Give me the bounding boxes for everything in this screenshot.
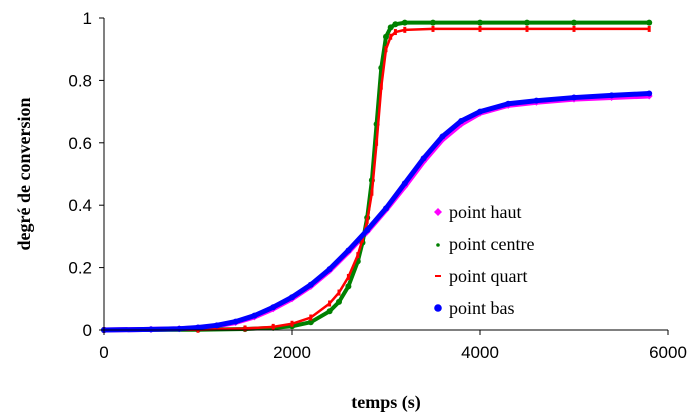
data-point	[336, 298, 342, 305]
series-point-centre	[101, 19, 653, 333]
y-ticks: 0 0.2 0.4 0.6 0.8 1	[68, 9, 104, 340]
data-point	[647, 25, 651, 32]
data-point	[346, 273, 350, 280]
data-point	[383, 205, 389, 212]
data-point	[356, 252, 360, 259]
data-point	[525, 25, 529, 32]
legend-label: point quart	[449, 266, 528, 286]
data-point	[361, 236, 364, 243]
legend-marker	[434, 208, 442, 216]
y-tick-label: 1	[83, 9, 92, 28]
data-point	[270, 304, 277, 311]
series-point-bas	[101, 90, 653, 333]
plot-series	[100, 19, 653, 334]
x-tick-label: 6000	[649, 343, 687, 362]
y-tick-label: 0.4	[68, 196, 92, 215]
data-point	[478, 25, 482, 32]
legend-label: point bas	[449, 298, 515, 318]
legend-label: point centre	[449, 234, 534, 254]
data-point	[439, 133, 446, 140]
data-point	[646, 19, 653, 26]
data-point	[477, 19, 483, 26]
data-point	[345, 283, 352, 290]
series-line	[102, 27, 651, 332]
data-point	[148, 326, 154, 333]
data-point	[375, 139, 379, 146]
data-point	[458, 117, 465, 124]
y-tick-label: 0.6	[68, 134, 92, 153]
data-point	[251, 312, 258, 319]
data-point	[571, 94, 577, 101]
data-point	[401, 19, 408, 26]
data-point	[608, 92, 615, 99]
x-tick-label: 0	[99, 343, 108, 362]
data-point	[430, 19, 436, 26]
data-point	[337, 289, 341, 296]
data-point	[505, 100, 512, 107]
data-point	[403, 26, 407, 33]
legend-item: point haut	[434, 202, 522, 222]
data-point	[477, 108, 483, 115]
x-tick-label: 2000	[273, 343, 311, 362]
legend-item: point quart	[435, 266, 528, 286]
axes	[103, 18, 668, 331]
data-point	[379, 83, 383, 90]
data-point	[290, 320, 294, 327]
data-point	[326, 308, 333, 315]
data-point	[393, 29, 397, 36]
data-point	[364, 227, 371, 234]
data-point	[271, 323, 275, 330]
data-point	[533, 97, 540, 104]
data-point	[392, 21, 399, 28]
data-point	[572, 25, 576, 32]
data-point	[387, 24, 394, 31]
data-point	[328, 300, 332, 307]
data-point	[232, 318, 239, 325]
legend-item: point centre	[436, 234, 534, 254]
data-point	[370, 189, 374, 196]
legend-label: point haut	[449, 202, 522, 222]
data-point	[420, 155, 427, 162]
y-axis-title: degré de conversion	[14, 98, 34, 251]
data-point	[345, 247, 352, 254]
data-point	[195, 324, 201, 331]
data-point	[309, 314, 313, 321]
data-point	[401, 180, 408, 187]
data-point	[213, 322, 220, 329]
data-point	[384, 46, 388, 53]
data-point	[307, 281, 314, 288]
data-point	[365, 217, 369, 224]
x-axis-title: temps (s)	[351, 392, 421, 413]
data-point	[571, 19, 577, 26]
data-point	[524, 19, 530, 26]
data-point	[289, 294, 295, 301]
data-point	[383, 33, 389, 40]
legend-marker	[435, 275, 441, 277]
y-tick-label: 0	[83, 321, 92, 340]
y-tick-label: 0.2	[68, 259, 92, 278]
data-point	[176, 325, 183, 332]
legend-marker	[434, 304, 442, 312]
y-tick-label: 0.8	[68, 71, 92, 90]
data-point	[243, 325, 247, 332]
series-line	[101, 91, 652, 333]
legend: point haut point centre point quart point b…	[434, 202, 534, 318]
data-point	[389, 33, 393, 40]
x-tick-label: 4000	[461, 343, 499, 362]
series-point-quart	[102, 25, 651, 333]
data-point	[646, 90, 653, 97]
legend-item: point bas	[434, 298, 515, 318]
data-point	[431, 25, 435, 32]
series-line	[102, 20, 652, 332]
data-point	[326, 266, 333, 273]
legend-marker	[436, 243, 440, 247]
data-point	[307, 319, 314, 326]
x-ticks: 0 2000 4000 6000	[99, 330, 687, 362]
